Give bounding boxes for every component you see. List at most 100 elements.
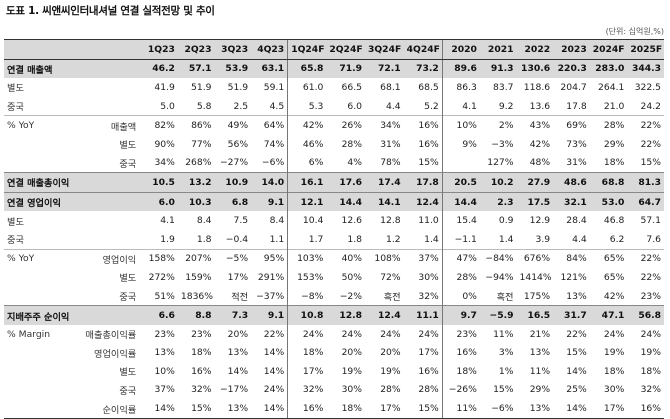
table-cell: 24% [380, 328, 401, 340]
table-cell: 4.4 [386, 100, 401, 112]
table-cell: 29% [603, 138, 625, 150]
column-header: 4Q23 [251, 39, 288, 60]
table-cell: 73% [566, 138, 587, 150]
table-cell: 34% [154, 157, 175, 169]
table-cell: 9% [441, 134, 480, 154]
row-sublabel [63, 211, 141, 230]
table-row: 중국 34% 268% −27% −6% 6% 4% 78% 15% 127% 48% 31% 18% 1… [4, 153, 664, 173]
table-row: % Margin 매출총이익률 23% 23% 20% 22% 24% 24% 24% 24% 23… [4, 324, 664, 344]
table-cell: 10.2 [479, 172, 517, 193]
table-cell: 25% [566, 384, 587, 396]
table-cell: 56.8 [627, 305, 664, 325]
table-cell: 13% [154, 347, 175, 359]
table-cell: 24.2 [640, 100, 661, 112]
table-cell: 103% [287, 248, 327, 269]
table-cell: 86.3 [441, 78, 480, 97]
table-cell: 20.5 [441, 172, 480, 193]
table-cell: −2% [339, 290, 362, 302]
table-row: 별도 41.9 51.9 51.9 59.1 61.0 66.5 68.1 68.5 86.3 83… [4, 78, 664, 97]
table-cell: 272% [148, 271, 175, 283]
table-cell: 4.5 [269, 100, 285, 112]
table-cell: 22% [627, 248, 664, 269]
table-cell: 28.4 [566, 215, 587, 227]
table-cell: 1.8 [196, 233, 212, 245]
table-row: 연결 매출총이익 10.5 13.2 10.9 14.0 16.1 17.6 17.4 17.8… [4, 172, 664, 193]
table-cell: 42% [287, 115, 327, 135]
table-cell: 1.7 [287, 229, 327, 250]
table-cell: 16% [441, 343, 480, 363]
table-cell: 24% [263, 384, 285, 396]
header-row: 1Q23 2Q23 3Q23 4Q23 1Q24F 2Q24F 3Q24F 4Q24F 2020… [4, 39, 664, 60]
table-cell: 12.1 [287, 191, 327, 212]
table-cell: 51.9 [227, 81, 249, 93]
table-cell: 4.1 [441, 96, 480, 116]
unit-note: (단위: 십억원,%) [605, 27, 664, 36]
table-cell: 63.1 [251, 58, 288, 79]
table-cell: 64.7 [627, 191, 664, 212]
table-cell: 32% [418, 290, 439, 302]
table-cell: 19% [341, 365, 362, 377]
row-label: % YoY [4, 115, 63, 135]
table-cell: 676% [516, 248, 554, 269]
table-cell: 24% [603, 328, 625, 340]
table-cell: 84% [553, 248, 590, 269]
table-cell: 15.4 [441, 211, 480, 230]
table-cell: 72.1 [364, 58, 404, 79]
table-cell: 34% [364, 115, 404, 135]
table-row: 연결 영업이익 6.0 10.3 6.8 9.1 12.1 14.4 14.1 12.4 14.4… [4, 191, 664, 212]
table-cell: 0.9 [498, 215, 514, 227]
table-cell: −5% [214, 248, 252, 269]
column-header: 2025F [627, 39, 664, 60]
table-cell: 1836% [180, 290, 213, 302]
table-cell: 12.9 [529, 215, 551, 227]
table-cell: 1414% [519, 271, 552, 283]
table-cell: 17% [227, 271, 249, 283]
table-cell: 26% [326, 115, 365, 135]
table-cell: −27% [219, 157, 249, 169]
table-cell: 11.0 [418, 215, 439, 227]
table-cell: −8% [287, 286, 327, 306]
table-cell: −37% [256, 290, 285, 302]
table-cell: 22% [566, 328, 587, 340]
table-cell: −3% [491, 138, 514, 150]
table-cell: 65.8 [287, 58, 327, 79]
table-cell: 16% [403, 115, 443, 135]
table-cell: 57.1 [177, 58, 215, 79]
table-cell [441, 153, 480, 173]
table-cell: 12.6 [341, 215, 362, 227]
table-cell: 23% [640, 290, 661, 302]
table-cell: 5.2 [424, 100, 439, 112]
table-cell: 31% [566, 157, 587, 169]
row-sublabel: 중국 [119, 158, 137, 170]
table-cell: −17% [219, 384, 249, 396]
table-cell: 10.8 [287, 305, 327, 325]
row-sublabel [63, 78, 141, 97]
table-cell: 13.2 [177, 172, 215, 193]
table-cell: 18% [603, 365, 625, 377]
table-cell: 42% [603, 290, 625, 302]
table-cell: 53.9 [214, 58, 252, 79]
table-cell: 12.8 [326, 305, 365, 325]
row-sublabel: 영업이익률 [94, 348, 137, 360]
table-cell: 108% [364, 248, 404, 269]
row-label: 중국 [7, 235, 24, 247]
financial-table: 1Q23 2Q23 3Q23 4Q23 1Q24F 2Q24F 3Q24F 4Q24F 2020… [4, 39, 664, 419]
table-cell: 2.3 [479, 191, 517, 212]
table-cell: 13% [566, 290, 587, 302]
table-cell: 207% [177, 248, 215, 269]
table-cell: 5.3 [287, 96, 327, 116]
table-cell: 10% [154, 365, 175, 377]
table-cell: 73.2 [403, 58, 443, 79]
table-cell: 22% [640, 138, 661, 150]
table-cell: 220.3 [553, 58, 590, 79]
row-label: % YoY [4, 248, 63, 269]
table-cell: 19% [640, 347, 661, 359]
table-cell: 51% [154, 290, 175, 302]
table-cell: 14.4 [441, 191, 480, 212]
table-cell: 158% [141, 248, 178, 269]
table-cell: 23% [441, 324, 480, 344]
table-cell: 8.4 [269, 215, 285, 227]
row-label [4, 287, 63, 306]
table-cell: 56% [227, 138, 249, 150]
table-cell: 14.0 [251, 172, 288, 193]
